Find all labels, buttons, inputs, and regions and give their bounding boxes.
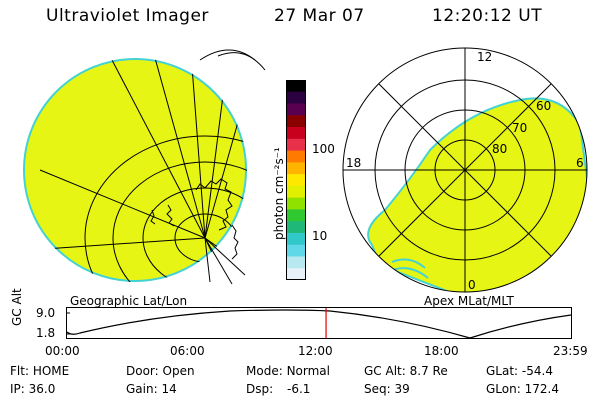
filter-value: HOME xyxy=(32,364,70,378)
altitude-tick-low: 1.8 xyxy=(36,326,56,340)
colorbar-band xyxy=(286,80,306,93)
glon-value: 172.4 xyxy=(524,382,559,396)
door-readout: Door: Open xyxy=(126,364,195,378)
gain-label: Gain: xyxy=(126,382,158,396)
mode-value: Normal xyxy=(286,364,330,378)
filter-label: Flt: xyxy=(10,364,29,378)
sequence-readout: Seq: 39 xyxy=(364,382,410,396)
time-tick-1200: 12:00 xyxy=(298,344,333,358)
colorbar-band xyxy=(286,127,306,140)
ip-value: 36.0 xyxy=(28,382,56,396)
colorbar-band xyxy=(286,244,306,257)
dsp-readout: Dsp: -6.1 xyxy=(246,382,310,396)
colorbar-band xyxy=(286,150,306,163)
color-bar xyxy=(286,80,306,280)
glat-value: -54.4 xyxy=(521,364,553,378)
time-tick-0000: 00:00 xyxy=(45,344,80,358)
mlat-ring-label-70: 70 xyxy=(512,121,528,135)
sequence-label: Seq: xyxy=(364,382,391,396)
colorbar-band xyxy=(286,91,306,105)
mlt-label-left: 18 xyxy=(346,156,362,170)
altitude-curve xyxy=(66,309,572,339)
sequence-value: 39 xyxy=(394,382,410,396)
ip-readout: IP: 36.0 xyxy=(10,382,55,396)
dsp-label: Dsp: xyxy=(246,382,274,396)
projection-lines xyxy=(199,49,266,285)
mlt-label-top: 12 xyxy=(477,50,493,64)
colorbar-band xyxy=(286,209,306,222)
altitude-axis-label: GC Alt xyxy=(10,288,24,326)
colorbar-band xyxy=(286,197,306,210)
colorbar-band xyxy=(286,162,306,175)
left-map-caption: Geographic Lat/Lon xyxy=(70,294,188,308)
time-tick-1800: 18:00 xyxy=(424,344,459,358)
colorbar-band xyxy=(286,103,306,116)
colorbar-band xyxy=(286,138,306,152)
door-value: Open xyxy=(162,364,195,378)
mlt-label-right: 6 xyxy=(576,156,584,170)
time-tick-0600: 06:00 xyxy=(170,344,205,358)
colorbar-band xyxy=(286,115,306,128)
image-time: 12:20:12 UT xyxy=(432,6,543,26)
door-label: Door: xyxy=(126,364,159,378)
colorbar-tick-100: 100 xyxy=(312,142,335,156)
colorbar-tick-10: 10 xyxy=(312,229,328,243)
right-map-caption: Apex MLat/MLT xyxy=(424,294,514,308)
coastline-outline xyxy=(150,178,239,260)
colorbar-band xyxy=(286,185,306,199)
mode-label: Mode: xyxy=(246,364,283,378)
colorbar-band xyxy=(286,268,306,280)
filter-readout: Flt: HOME xyxy=(10,364,69,378)
mlat-ring-label-60: 60 xyxy=(536,99,552,113)
instrument-title: Ultraviolet Imager xyxy=(46,6,209,26)
gc-alt-readout: GC Alt: 8.7 Re xyxy=(364,364,448,378)
image-date: 27 Mar 07 xyxy=(274,6,365,26)
colorbar-band xyxy=(286,221,306,234)
colorbar-band xyxy=(286,256,306,269)
gain-readout: Gain: 14 xyxy=(126,382,177,396)
colorbar-band xyxy=(286,232,306,246)
mode-readout: Mode: Normal xyxy=(246,364,330,378)
mlat-ring-label-80: 80 xyxy=(492,142,508,156)
gc-alt-value: 8.7 Re xyxy=(409,364,448,378)
gc-alt-label: GC Alt: xyxy=(364,364,406,378)
glon-label: GLon: xyxy=(486,382,521,396)
mlat-mlt-grid xyxy=(342,47,588,293)
colorbar-band xyxy=(286,174,306,187)
glon-readout: GLon: 172.4 xyxy=(486,382,559,396)
mlt-label-bottom: 0 xyxy=(468,278,476,292)
ip-label: IP: xyxy=(10,382,25,396)
glat-readout: GLat: -54.4 xyxy=(486,364,553,378)
glat-label: GLat: xyxy=(486,364,519,378)
time-tick-2359: 23:59 xyxy=(553,344,588,358)
altitude-tick-high: 9.0 xyxy=(36,306,56,320)
dsp-value: -6.1 xyxy=(286,382,311,396)
gain-value: 14 xyxy=(161,382,177,396)
